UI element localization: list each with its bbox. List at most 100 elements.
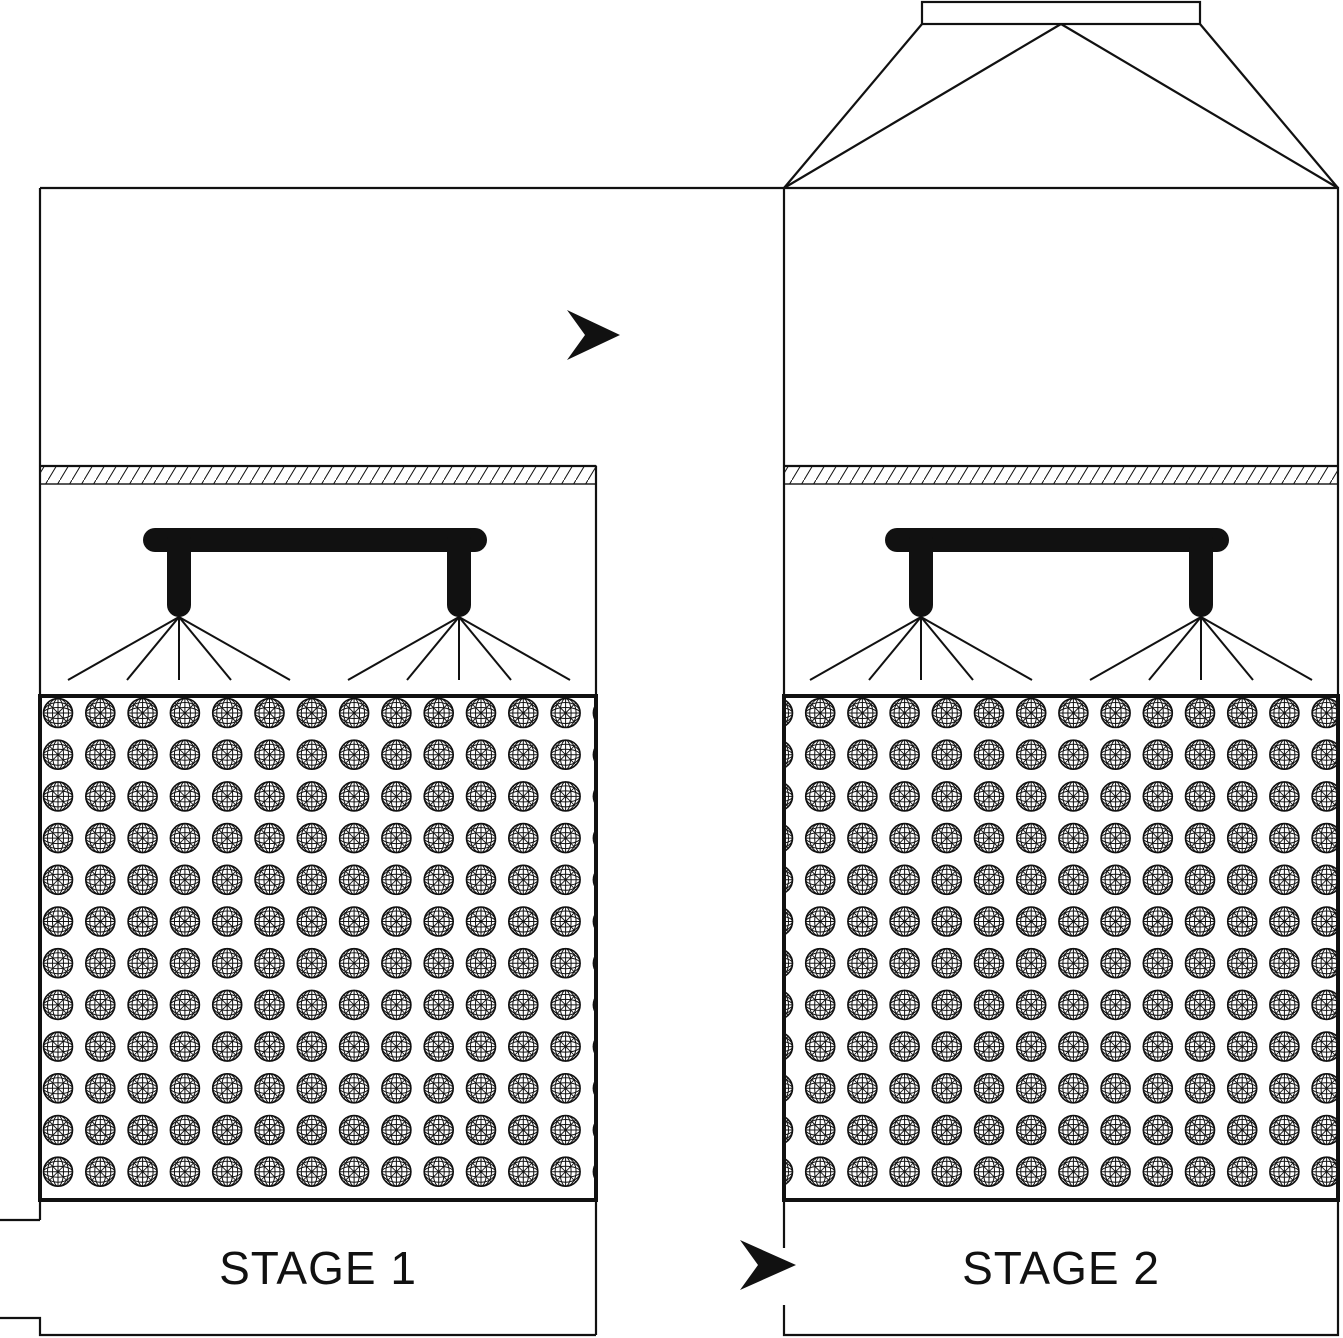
packing-ball-icon [507,947,539,979]
packing-ball-icon [381,697,412,729]
packing-ball-icon [847,781,878,812]
packing-ball-icon [1100,781,1131,812]
packing-ball-icon [465,1073,497,1104]
packing-ball-icon [973,989,1005,1021]
packing-ball-icon [169,1031,201,1062]
packing-ball-icon [85,739,116,771]
packing-ball-icon [550,1198,581,1200]
packing-ball-icon [254,1114,285,1146]
packing-ball-icon [296,947,328,979]
packing-ball-icon [169,697,201,729]
packing-ball-icon [423,697,455,729]
packing-ball-icon [889,864,920,896]
packing-ball-icon [973,781,1005,812]
packing-ball-icon [42,697,74,729]
packing-ball-icon [211,1031,243,1062]
packing-ball-icon [804,697,836,729]
packing-ball-icon [1184,1156,1216,1187]
packing-ball-icon [1142,1198,1174,1200]
packing-ball-icon [889,1073,920,1104]
packing-ball-icon [550,906,581,937]
packing-ball-icon [804,864,836,896]
packing-ball-icon [42,739,74,771]
packing-ball-icon [211,1156,243,1187]
packing-ball-icon [381,1073,412,1104]
packing-ball-icon [338,1156,370,1187]
packing-ball-icon [1142,1073,1174,1104]
packing-ball-icon [254,739,285,771]
packing-ball-icon [973,864,1005,896]
flow-arrow-icon [567,310,620,360]
packing-ball-icon [254,1198,285,1200]
packing-ball-icon [1184,1198,1216,1200]
packing-ball-icon [1100,1156,1131,1187]
packing-ball-icon [42,989,74,1021]
packing-ball-icon [465,739,497,771]
packing-ball-icon [381,989,412,1021]
packing-ball-icon [973,822,1005,854]
spray-nozzle-icon [347,616,571,681]
packing-ball-icon [296,739,328,771]
packing-ball-icon [931,864,963,896]
packing-ball-icon [169,822,201,854]
packing-ball-icon [381,781,412,812]
packing-ball-icon [1015,697,1047,729]
packing-ball-icon [804,989,836,1021]
packing-ball-icon [1269,1156,1300,1187]
stage-1-label: STAGE 1 [219,1242,417,1294]
packing-ball-icon [211,947,243,979]
packing-ball-icon [550,781,581,812]
packing-ball-icon [847,739,878,771]
packing-ball-icon [1142,1031,1174,1062]
packing-ball-icon [1015,822,1047,854]
packing-ball-icon [847,1156,878,1187]
packing-ball-icon [42,1031,74,1062]
packing-ball-icon [127,781,158,812]
packing-ball-icon [42,1114,74,1146]
packing-ball-icon [973,1031,1005,1062]
packing-ball-icon [784,864,794,896]
packing-ball-icon [550,1156,581,1187]
packing-ball-icon [381,1156,412,1187]
packing-ball-icon [784,1114,794,1146]
packing-ball-icon [211,1073,243,1104]
packing-ball-icon [931,1198,963,1200]
packing-ball-icon [507,781,539,812]
packing-ball-icon [1226,947,1258,979]
packing-ball-icon [338,989,370,1021]
packing-ball-icon [550,864,581,896]
packing-ball-icon [1226,1031,1258,1062]
packing-ball-icon [1142,864,1174,896]
packing-ball-icon [1142,781,1174,812]
packing-ball-icon [889,739,920,771]
packing-ball-icon [1184,1073,1216,1104]
packing-ball-icon [127,1073,158,1104]
packing-ball-icon [507,1073,539,1104]
packing-ball-icon [1142,822,1174,854]
packing-ball-icon [423,1156,455,1187]
packing-ball-icon [1142,947,1174,979]
packing-ball-icon [296,1156,328,1187]
packing-ball-icon [973,1198,1005,1200]
packing-ball-icon [169,1073,201,1104]
mist-eliminator-icon [39,465,1339,485]
packing-ball-icon [1058,822,1089,854]
packing-ball-icon [507,864,539,896]
spray-manifold-stage-1 [143,528,487,617]
packing-ball-icon [1226,1198,1258,1200]
packed-bed-stage-2 [782,694,1340,1202]
packing-ball-icon [1058,697,1089,729]
packing-ball-icon [338,1198,370,1200]
packing-ball-icon [1184,906,1216,937]
packing-ball-icon [1015,947,1047,979]
packing-ball-icon [381,1198,412,1200]
packing-ball-icon [973,1114,1005,1146]
packing-ball-icon [296,1073,328,1104]
packing-ball-icon [254,906,285,937]
packing-ball-icon [847,864,878,896]
packing-ball-icon [465,906,497,937]
packing-ball-icon [1226,739,1258,771]
packing-ball-icon [784,1073,794,1104]
packing-ball-icon [973,697,1005,729]
packing-ball-icon [889,1031,920,1062]
